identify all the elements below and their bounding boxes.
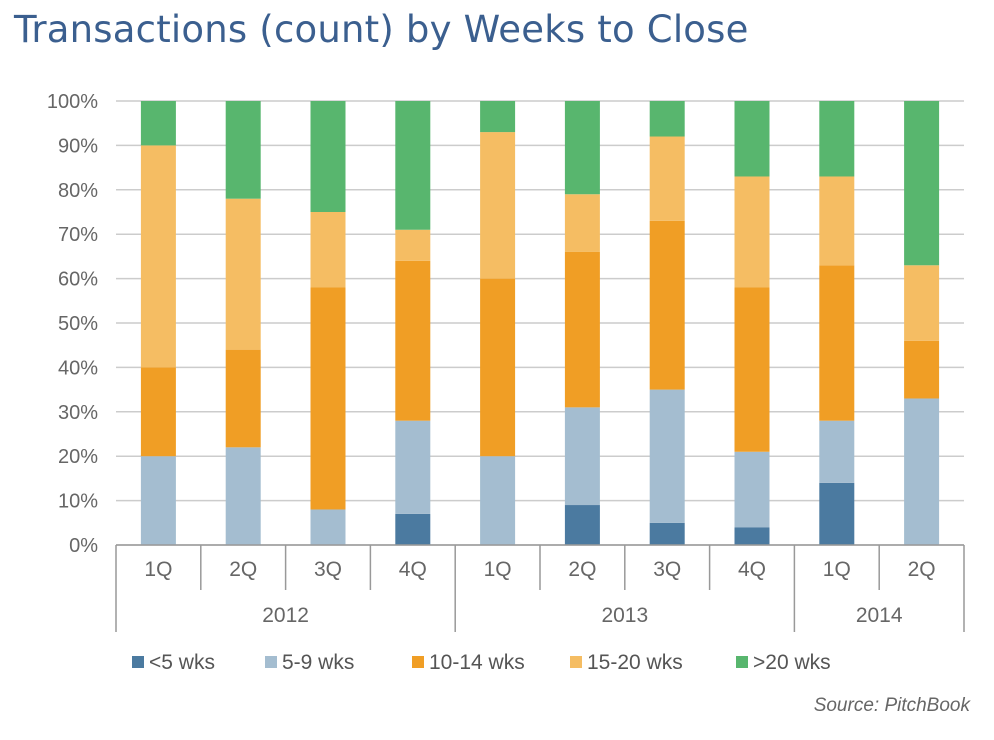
x-tick-label: 1Q (144, 558, 172, 581)
legend-label-w5_9: 5-9 wks (282, 651, 354, 674)
x-group-label: 2013 (601, 604, 648, 627)
y-axis-tick-labels: 0% 10% 20% 30% 40% 50% 60% 70% 80% 90% 100% (47, 91, 98, 557)
bar-segment-gt20 (819, 101, 855, 177)
bar-segment-w15_20 (225, 198, 261, 350)
bar-segment-w5_9 (395, 420, 431, 514)
bar-segment-gt20 (480, 101, 516, 133)
bar-segment-w15_20 (734, 176, 770, 288)
bar-segment-gt20 (734, 101, 770, 177)
bar-segment-gt20 (904, 101, 940, 266)
bar-segment-w10_14 (395, 260, 431, 421)
legend-swatch-lt5 (132, 656, 144, 668)
legend-swatch-w5_9 (265, 656, 277, 668)
x-tick-label: 3Q (314, 558, 342, 581)
bar-segment-w5_9 (480, 456, 516, 545)
y-tick-label: 40% (58, 357, 98, 379)
y-tick-label: 10% (58, 491, 98, 513)
bar-segment-lt5 (649, 522, 685, 545)
bar-segment-w10_14 (564, 251, 600, 408)
x-tick-label: 2Q (908, 558, 936, 581)
chart-title: Transactions (count) by Weeks to Close (14, 8, 749, 51)
bar-segment-w5_9 (310, 509, 346, 545)
legend-swatch-gt20 (736, 656, 748, 668)
bar-segment-w15_20 (819, 176, 855, 266)
bar-segment-w5_9 (904, 398, 940, 545)
source-note: Source: PitchBook (813, 695, 970, 716)
x-group-label: 2012 (262, 604, 309, 627)
x-group-label: 2014 (856, 604, 903, 627)
bar-segment-gt20 (140, 101, 176, 146)
x-tick-label: 4Q (738, 558, 766, 581)
y-tick-label: 70% (58, 224, 98, 246)
bar-segment-w10_14 (310, 287, 346, 510)
y-tick-label: 80% (58, 180, 98, 202)
bar-segment-w5_9 (649, 389, 685, 523)
bar-segment-lt5 (819, 482, 855, 545)
bar-segment-w15_20 (904, 265, 940, 341)
bar-segment-w10_14 (480, 278, 516, 457)
bar-segment-w15_20 (395, 229, 431, 261)
bar-segment-w15_20 (310, 212, 346, 288)
x-tick-label: 3Q (653, 558, 681, 581)
y-tick-label: 30% (58, 402, 98, 424)
legend-label-w10_14: 10-14 wks (429, 651, 525, 674)
bar-segment-w15_20 (480, 132, 516, 279)
bar-segment-w10_14 (819, 265, 855, 421)
bar-segment-w5_9 (140, 456, 176, 545)
y-tick-label: 90% (58, 135, 98, 157)
y-tick-label: 60% (58, 269, 98, 291)
legend-swatch-w15_20 (570, 656, 582, 668)
bar-segment-w15_20 (649, 136, 685, 221)
bar-segment-gt20 (310, 101, 346, 212)
bar-segment-w15_20 (140, 145, 176, 368)
legend[interactable]: <5 wks 5-9 wks 10-14 wks 15-20 wks >20 wks (132, 651, 831, 674)
x-tick-label: 2Q (568, 558, 596, 581)
bar-segment-w10_14 (904, 340, 940, 399)
bar-segment-gt20 (649, 101, 685, 137)
y-tick-label: 20% (58, 446, 98, 468)
legend-label-gt20: >20 wks (753, 651, 831, 674)
bar-segment-w10_14 (649, 220, 685, 390)
x-tick-label: 1Q (484, 558, 512, 581)
bar-segment-w15_20 (564, 194, 600, 252)
bar-segment-lt5 (734, 527, 770, 545)
x-tick-label: 2Q (229, 558, 257, 581)
bar-segment-gt20 (564, 101, 600, 195)
bar-segment-lt5 (395, 513, 431, 545)
y-tick-label: 50% (58, 313, 98, 335)
x-tick-label: 4Q (399, 558, 427, 581)
bar-segment-w5_9 (734, 451, 770, 528)
bars (140, 101, 940, 545)
bar-segment-w10_14 (225, 349, 261, 448)
y-tick-label: 100% (47, 91, 98, 113)
bar-segment-lt5 (564, 505, 600, 545)
bar-segment-w5_9 (225, 447, 261, 545)
bar-segment-gt20 (395, 101, 431, 230)
legend-label-w15_20: 15-20 wks (587, 651, 683, 674)
bar-segment-w5_9 (819, 420, 855, 483)
x-tick-label: 1Q (823, 558, 851, 581)
bar-segment-w5_9 (564, 407, 600, 506)
bar-segment-w10_14 (734, 287, 770, 452)
legend-swatch-w10_14 (412, 656, 424, 668)
legend-label-lt5: <5 wks (149, 651, 215, 674)
bar-segment-w10_14 (140, 367, 176, 457)
bar-segment-gt20 (225, 101, 261, 199)
y-tick-label: 0% (69, 535, 98, 557)
